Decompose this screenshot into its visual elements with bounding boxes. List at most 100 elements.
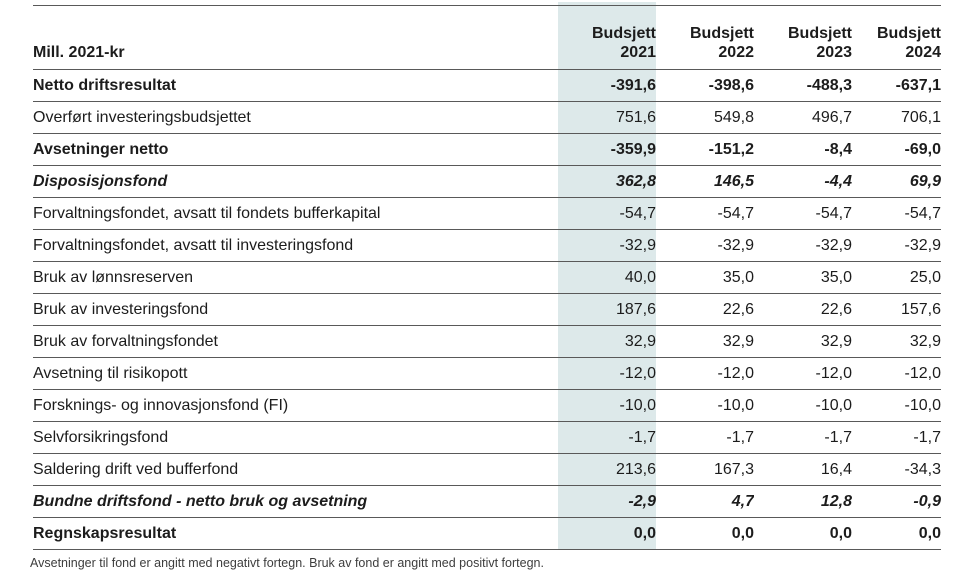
value-budsjett-2023: -4,4 [754,165,852,198]
value-budsjett-2021: 362,8 [558,165,656,198]
value-budsjett-2024: -12,0 [852,357,941,390]
row-label: Avsetninger netto [33,133,558,166]
row-label: Bundne driftsfond - netto bruk og avsetn… [33,485,558,518]
value-budsjett-2021: 213,6 [558,453,656,486]
value-budsjett-2024: 706,1 [852,101,941,134]
value-budsjett-2021: -359,9 [558,133,656,166]
value-budsjett-2023: -488,3 [754,69,852,102]
value-budsjett-2021: -10,0 [558,389,656,422]
col-header-line2: 2024 [905,44,941,61]
value-budsjett-2023: -10,0 [754,389,852,422]
table-row: Forvaltningsfondet, avsatt til fondets b… [33,197,941,230]
row-label: Bruk av lønnsreserven [33,261,558,294]
col-header-budsjett-2024: Budsjett 2024 [852,5,941,70]
col-header-line2: 2021 [620,44,656,61]
row-label: Avsetning til risikopott [33,357,558,390]
value-budsjett-2021: -1,7 [558,421,656,454]
footnote: Avsetninger til fond er angitt med negat… [30,556,544,570]
value-budsjett-2022: 4,7 [656,485,754,518]
row-label: Forvaltningsfondet, avsatt til investeri… [33,229,558,262]
value-budsjett-2021: 40,0 [558,261,656,294]
value-budsjett-2023: 22,6 [754,293,852,326]
value-budsjett-2022: -151,2 [656,133,754,166]
value-budsjett-2022: 22,6 [656,293,754,326]
value-budsjett-2022: 32,9 [656,325,754,358]
budget-table: Mill. 2021-kr Budsjett 2021 Budsjett 2022 … [33,5,941,550]
value-budsjett-2021: 187,6 [558,293,656,326]
row-label: Selvforsikringsfond [33,421,558,454]
table-row: Bruk av forvaltningsfondet 32,9 32,9 32,… [33,325,941,358]
value-budsjett-2022: -398,6 [656,69,754,102]
value-budsjett-2022: -12,0 [656,357,754,390]
table-row: Overført investeringsbudsjettet 751,6 54… [33,101,941,134]
table-row: Forvaltningsfondet, avsatt til investeri… [33,229,941,262]
value-budsjett-2024: -0,9 [852,485,941,518]
value-budsjett-2021: -32,9 [558,229,656,262]
table-row: Regnskapsresultat 0,0 0,0 0,0 0,0 [33,517,941,550]
table-row: Bruk av investeringsfond 187,6 22,6 22,6… [33,293,941,326]
value-budsjett-2023: -12,0 [754,357,852,390]
value-budsjett-2022: -1,7 [656,421,754,454]
value-budsjett-2022: 35,0 [656,261,754,294]
value-budsjett-2021: 751,6 [558,101,656,134]
table-row: Disposisjonsfond 362,8 146,5 -4,4 69,9 [33,165,941,198]
value-budsjett-2023: -1,7 [754,421,852,454]
row-label: Netto driftsresultat [33,69,558,102]
value-budsjett-2023: -32,9 [754,229,852,262]
value-budsjett-2023: 496,7 [754,101,852,134]
col-header-line2: 2022 [718,44,754,61]
value-budsjett-2023: 35,0 [754,261,852,294]
row-label: Saldering drift ved bufferfond [33,453,558,486]
col-header-line1: Budsjett [877,25,941,42]
value-budsjett-2021: -12,0 [558,357,656,390]
table-row: Avsetninger netto -359,9 -151,2 -8,4 -69… [33,133,941,166]
value-budsjett-2021: 32,9 [558,325,656,358]
value-budsjett-2023: 0,0 [754,517,852,550]
value-budsjett-2024: 69,9 [852,165,941,198]
value-budsjett-2022: -10,0 [656,389,754,422]
value-budsjett-2022: -32,9 [656,229,754,262]
value-budsjett-2023: 12,8 [754,485,852,518]
value-budsjett-2024: -34,3 [852,453,941,486]
value-budsjett-2024: -10,0 [852,389,941,422]
table-body: Netto driftsresultat -391,6 -398,6 -488,… [33,69,941,550]
table-row: Bruk av lønnsreserven 40,0 35,0 35,0 25,… [33,261,941,294]
value-budsjett-2024: -32,9 [852,229,941,262]
value-budsjett-2022: 167,3 [656,453,754,486]
table-row: Forsknings- og innovasjonsfond (FI) -10,… [33,389,941,422]
value-budsjett-2022: 0,0 [656,517,754,550]
corner-label: Mill. 2021-kr [33,5,558,70]
value-budsjett-2022: -54,7 [656,197,754,230]
value-budsjett-2021: -391,6 [558,69,656,102]
col-header-line1: Budsjett [788,25,852,42]
row-label: Bruk av investeringsfond [33,293,558,326]
value-budsjett-2023: 16,4 [754,453,852,486]
value-budsjett-2024: -1,7 [852,421,941,454]
value-budsjett-2023: 32,9 [754,325,852,358]
value-budsjett-2024: -54,7 [852,197,941,230]
row-label: Regnskapsresultat [33,517,558,550]
value-budsjett-2024: -637,1 [852,69,941,102]
value-budsjett-2024: 32,9 [852,325,941,358]
col-header-line1: Budsjett [592,25,656,42]
row-label: Forsknings- og innovasjonsfond (FI) [33,389,558,422]
header-row: Mill. 2021-kr Budsjett 2021 Budsjett 2022 … [33,5,941,70]
table-row: Saldering drift ved bufferfond 213,6 167… [33,453,941,486]
value-budsjett-2021: -2,9 [558,485,656,518]
table-row: Netto driftsresultat -391,6 -398,6 -488,… [33,69,941,102]
row-label: Disposisjonsfond [33,165,558,198]
value-budsjett-2021: 0,0 [558,517,656,550]
value-budsjett-2021: -54,7 [558,197,656,230]
value-budsjett-2024: 0,0 [852,517,941,550]
row-label: Bruk av forvaltningsfondet [33,325,558,358]
col-header-budsjett-2023: Budsjett 2023 [754,5,852,70]
col-header-budsjett-2021: Budsjett 2021 [558,5,656,70]
col-header-line1: Budsjett [690,25,754,42]
value-budsjett-2024: 157,6 [852,293,941,326]
table-row: Bundne driftsfond - netto bruk og avsetn… [33,485,941,518]
value-budsjett-2022: 549,8 [656,101,754,134]
table-row: Avsetning til risikopott -12,0 -12,0 -12… [33,357,941,390]
value-budsjett-2023: -8,4 [754,133,852,166]
value-budsjett-2023: -54,7 [754,197,852,230]
